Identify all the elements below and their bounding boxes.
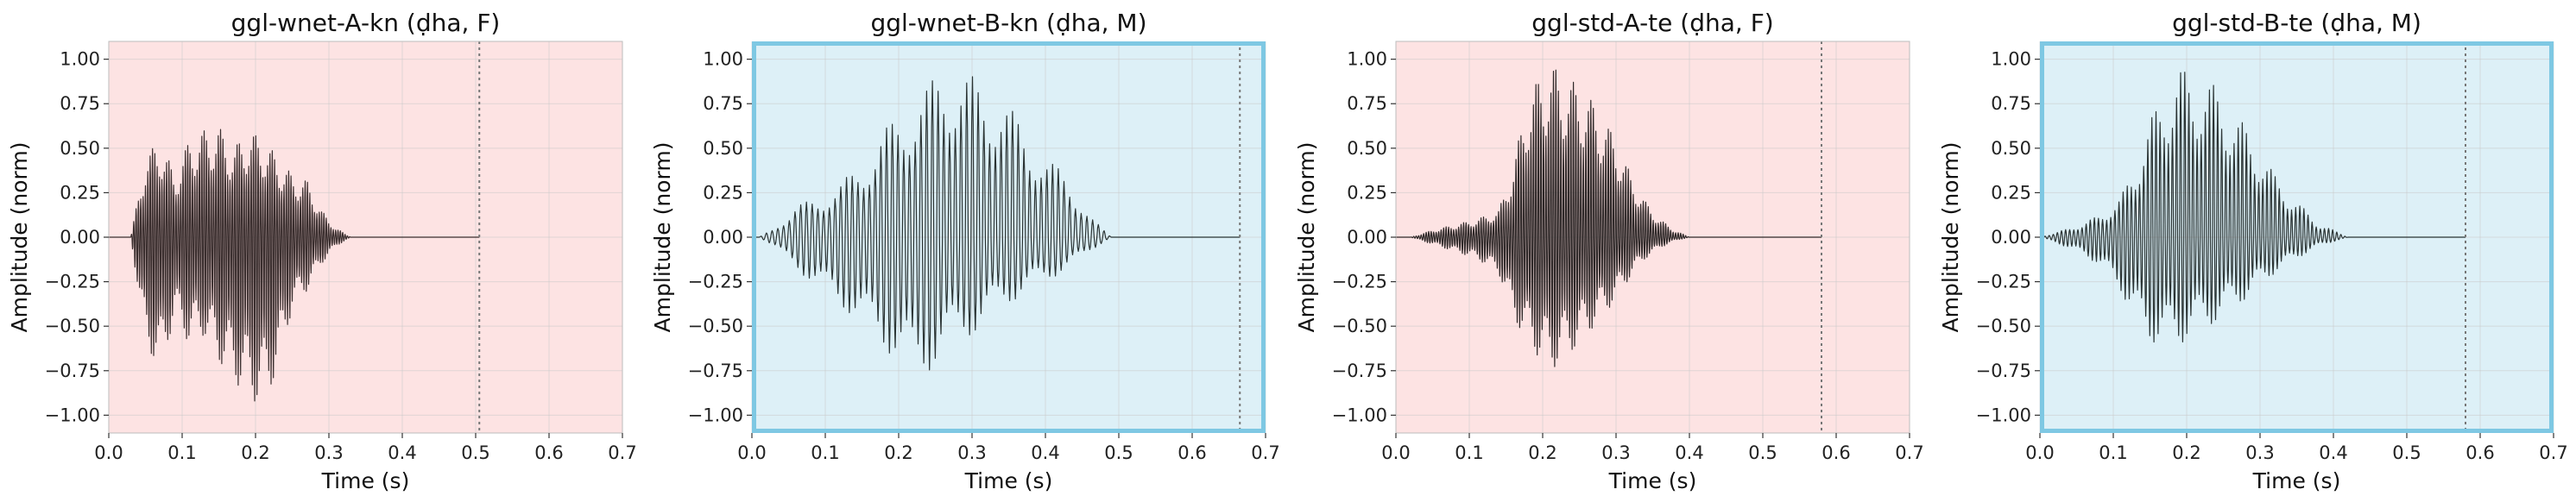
y-tick-label: 0.50 — [703, 138, 743, 159]
y-tick-label: −0.50 — [1332, 316, 1387, 336]
x-tick-label: 0.3 — [2245, 442, 2274, 463]
y-tick-label: 0.00 — [703, 227, 743, 248]
panel-title: ggl-wnet-B-kn (ḍha, M) — [870, 9, 1146, 37]
waveform-line — [2039, 72, 2466, 343]
y-axis-label: Amplitude (norm) — [7, 142, 32, 333]
y-tick-label: 0.25 — [703, 182, 743, 203]
x-tick-label: 0.0 — [94, 442, 123, 463]
waveform-line — [752, 76, 1241, 371]
x-tick-label: 0.7 — [1251, 442, 1279, 463]
waveform-line — [109, 129, 480, 402]
x-tick-label: 0.1 — [167, 442, 196, 463]
y-tick-label: 0.00 — [60, 227, 100, 248]
x-tick-label: 0.4 — [1675, 442, 1703, 463]
y-tick-label: −1.00 — [45, 405, 100, 425]
y-tick-label: 0.75 — [1347, 93, 1387, 114]
x-tick-label: 0.6 — [534, 442, 563, 463]
y-tick-label: −0.25 — [688, 272, 743, 292]
x-tick-label: 0.3 — [957, 442, 986, 463]
y-tick-label: 0.25 — [1347, 182, 1387, 203]
x-tick-label: 0.1 — [1455, 442, 1483, 463]
y-tick-label: 1.00 — [60, 49, 100, 70]
waveform-panel-1: ggl-wnet-A-kn (ḍha, F) Time (s) Amplitud… — [7, 9, 637, 493]
x-tick-label: 0.2 — [2172, 442, 2200, 463]
x-tick-label: 0.7 — [608, 442, 636, 463]
y-tick-label: 1.00 — [1991, 49, 2031, 70]
waveform-panel-2: ggl-wnet-B-kn (ḍha, M) Time (s) Amplitud… — [650, 9, 1280, 493]
y-tick-label: 1.00 — [703, 49, 743, 70]
y-tick-label: 0.75 — [1991, 93, 2031, 114]
y-tick-label: −0.50 — [688, 316, 743, 336]
y-tick-label: −0.25 — [1332, 272, 1387, 292]
x-tick-label: 0.0 — [737, 442, 766, 463]
x-tick-label: 0.1 — [2099, 442, 2127, 463]
panel-title: ggl-std-B-te (ḍha, M) — [2172, 9, 2421, 37]
waveform-line — [1396, 69, 1822, 367]
y-tick-label: 0.75 — [60, 93, 100, 114]
x-tick-label: 0.4 — [2319, 442, 2347, 463]
x-tick-label: 0.6 — [2466, 442, 2494, 463]
y-tick-label: −0.25 — [45, 272, 100, 292]
waveform-panel-4: ggl-std-B-te (ḍha, M) Time (s) Amplitude… — [1938, 9, 2568, 493]
y-tick-label: 1.00 — [1347, 49, 1387, 70]
y-tick-label: 0.75 — [703, 93, 743, 114]
x-tick-label: 0.0 — [1381, 442, 1410, 463]
x-tick-label: 0.6 — [1822, 442, 1850, 463]
x-tick-label: 0.2 — [884, 442, 912, 463]
highlight-border — [752, 41, 1266, 433]
waveform-panel-3: ggl-std-A-te (ḍha, F) Time (s) Amplitude… — [1294, 9, 1924, 493]
x-tick-label: 0.1 — [811, 442, 839, 463]
y-axis-label: Amplitude (norm) — [650, 142, 675, 333]
y-tick-label: −0.75 — [45, 361, 100, 381]
y-tick-label: −0.75 — [1976, 361, 2031, 381]
y-tick-label: 0.00 — [1347, 227, 1387, 248]
x-tick-label: 0.0 — [2025, 442, 2054, 463]
y-tick-label: −0.75 — [688, 361, 743, 381]
highlight-border — [2040, 41, 2554, 433]
y-tick-label: 0.50 — [60, 138, 100, 159]
x-tick-label: 0.5 — [1104, 442, 1133, 463]
x-tick-label: 0.4 — [1031, 442, 1059, 463]
y-tick-label: 0.25 — [1991, 182, 2031, 203]
x-axis-label: Time (s) — [1608, 468, 1697, 493]
panel-title: ggl-std-A-te (ḍha, F) — [1531, 9, 1773, 37]
x-axis-label: Time (s) — [2252, 468, 2341, 493]
x-tick-label: 0.4 — [388, 442, 416, 463]
y-tick-label: −0.25 — [1976, 272, 2031, 292]
x-axis-label: Time (s) — [964, 468, 1053, 493]
x-tick-label: 0.6 — [1178, 442, 1206, 463]
x-tick-label: 0.5 — [461, 442, 489, 463]
x-tick-label: 0.7 — [1895, 442, 1923, 463]
y-tick-label: −0.50 — [45, 316, 100, 336]
x-tick-label: 0.3 — [314, 442, 343, 463]
x-tick-label: 0.7 — [2539, 442, 2567, 463]
x-axis-label: Time (s) — [321, 468, 410, 493]
y-tick-label: −0.50 — [1976, 316, 2031, 336]
x-tick-label: 0.2 — [241, 442, 269, 463]
x-tick-label: 0.3 — [1601, 442, 1630, 463]
x-tick-label: 0.5 — [2392, 442, 2421, 463]
y-axis-label: Amplitude (norm) — [1294, 142, 1319, 333]
y-tick-label: 0.00 — [1991, 227, 2031, 248]
x-tick-label: 0.5 — [1748, 442, 1777, 463]
y-tick-label: 0.25 — [60, 182, 100, 203]
y-tick-label: −1.00 — [1332, 405, 1387, 425]
y-tick-label: −1.00 — [688, 405, 743, 425]
y-tick-label: 0.50 — [1347, 138, 1387, 159]
y-tick-label: −0.75 — [1332, 361, 1387, 381]
y-axis-label: Amplitude (norm) — [1938, 142, 1963, 333]
y-tick-label: −1.00 — [1976, 405, 2031, 425]
x-tick-label: 0.2 — [1528, 442, 1556, 463]
y-tick-label: 0.50 — [1991, 138, 2031, 159]
panel-title: ggl-wnet-A-kn (ḍha, F) — [231, 9, 501, 37]
